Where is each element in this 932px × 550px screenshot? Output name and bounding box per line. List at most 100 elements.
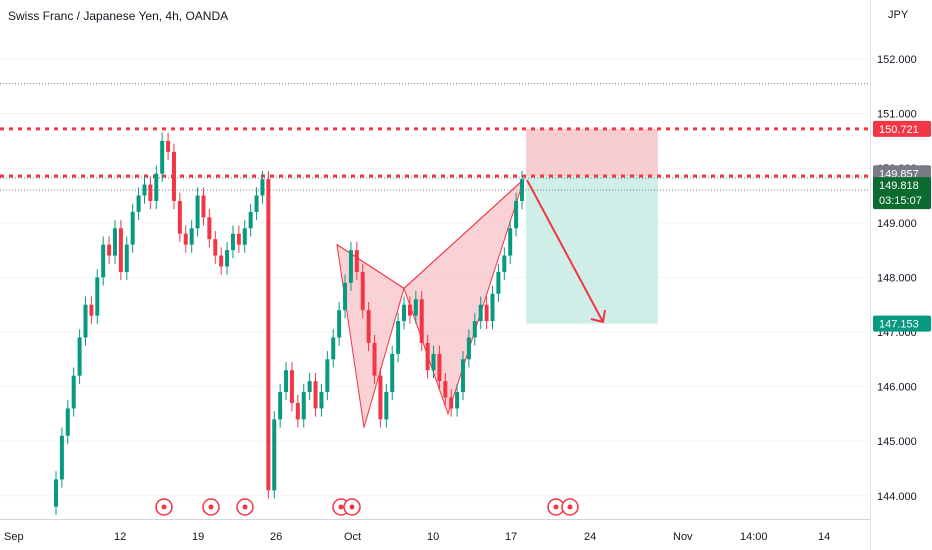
- chart-title: Swiss Franc / Japanese Yen, 4h, OANDA: [8, 9, 229, 23]
- candle-body: [449, 397, 454, 409]
- x-tick-label: 19: [192, 531, 204, 543]
- candle-body: [242, 228, 247, 245]
- event-marker-dot: [161, 504, 167, 510]
- candle-body: [248, 211, 253, 229]
- candle-body: [142, 184, 147, 196]
- candle-body: [372, 342, 377, 376]
- current-price-label-bg: [873, 177, 931, 210]
- y-tick-label: 152.000: [877, 54, 917, 66]
- candle-body: [366, 310, 371, 343]
- candle-body: [219, 255, 224, 267]
- pattern-line-bd: [403, 178, 525, 289]
- grid-lines: [0, 58, 870, 497]
- y-tick-label: 148.000: [877, 272, 917, 284]
- candle-body: [65, 408, 70, 436]
- candle-body: [331, 337, 336, 360]
- candle-body: [83, 304, 88, 338]
- currency-label: JPY: [888, 9, 909, 21]
- candle-body: [313, 381, 318, 409]
- candle-body: [101, 244, 106, 278]
- x-tick-label: 24: [584, 531, 596, 543]
- candle-body: [71, 375, 76, 409]
- stop-price-label: 150.721: [879, 124, 919, 136]
- event-marker-dot: [567, 504, 573, 510]
- candle-body: [307, 381, 312, 393]
- candle-body: [384, 392, 389, 420]
- candle-body: [95, 277, 100, 316]
- candle-body: [207, 217, 212, 240]
- position-zones[interactable]: [526, 128, 658, 324]
- candle-body: [390, 353, 395, 393]
- event-markers[interactable]: [155, 498, 579, 516]
- candle-body: [59, 435, 64, 480]
- y-tick-label: 145.000: [877, 436, 917, 448]
- candle-body: [136, 195, 141, 212]
- candle-body: [124, 244, 129, 272]
- target-arrow[interactable]: [526, 179, 606, 324]
- candle-body: [266, 179, 271, 491]
- event-marker-dot: [208, 504, 214, 510]
- candle-body: [461, 359, 466, 393]
- candle-body: [236, 233, 241, 245]
- candle-body: [520, 179, 524, 201]
- candles: [54, 132, 524, 515]
- y-tick-label: 151.000: [877, 109, 917, 121]
- x-tick-label: 10: [427, 531, 439, 543]
- candle-body: [407, 304, 412, 316]
- candle-body: [354, 250, 359, 272]
- event-marker-dot: [553, 504, 559, 510]
- arrow-head: [590, 309, 606, 324]
- event-marker-dot: [338, 504, 344, 510]
- candle-body: [107, 244, 112, 256]
- candle-body: [213, 239, 218, 256]
- x-tick-label: 12: [114, 531, 126, 543]
- x-tick-label: 26: [270, 531, 282, 543]
- candle-body: [272, 419, 277, 491]
- candle-body: [413, 299, 418, 316]
- candle-body: [301, 392, 306, 420]
- candle-body: [378, 375, 383, 420]
- candle-body: [431, 353, 436, 371]
- candle-body: [425, 342, 430, 371]
- x-tick-label: 14:00: [740, 531, 768, 543]
- candle-body: [502, 255, 507, 272]
- candle-body: [496, 271, 501, 294]
- candle-body: [130, 211, 135, 245]
- candle-body: [189, 228, 194, 245]
- candle-body: [419, 299, 424, 343]
- candle-body: [230, 233, 235, 251]
- candle-body: [260, 179, 265, 196]
- x-axis-ticks: Sep 12 19 26 Oct 10 17 24 Nov 14:00 14: [4, 531, 830, 543]
- candle-body: [278, 392, 283, 420]
- candle-body: [112, 228, 117, 256]
- countdown-label: 03:15:07: [879, 195, 922, 207]
- candle-body: [289, 370, 294, 403]
- candle-body: [183, 233, 188, 245]
- y-tick-label: 146.000: [877, 382, 917, 394]
- candle-body: [319, 392, 324, 409]
- candle-body: [284, 370, 289, 393]
- candle-body: [54, 479, 58, 507]
- candle-body: [514, 200, 519, 229]
- current-price-label: 149.818: [879, 180, 919, 192]
- candle-body: [171, 151, 176, 201]
- stop-price-label-bg: [873, 120, 931, 137]
- candle-body: [402, 304, 407, 322]
- candle-body: [343, 282, 348, 311]
- candle-body: [466, 337, 471, 360]
- take-profit-zone: [526, 176, 658, 324]
- candle-body: [508, 228, 513, 256]
- x-tick-label: Oct: [344, 531, 361, 543]
- target-price-label: 147.153: [879, 319, 919, 331]
- event-marker-dot: [349, 504, 355, 510]
- candle-body: [490, 293, 495, 322]
- candle-body: [360, 271, 365, 311]
- candle-body: [166, 140, 171, 152]
- candle-body: [325, 359, 330, 393]
- candle-body: [472, 321, 477, 338]
- candle-body: [254, 195, 259, 212]
- candle-body: [478, 304, 483, 322]
- candle-body: [337, 310, 342, 338]
